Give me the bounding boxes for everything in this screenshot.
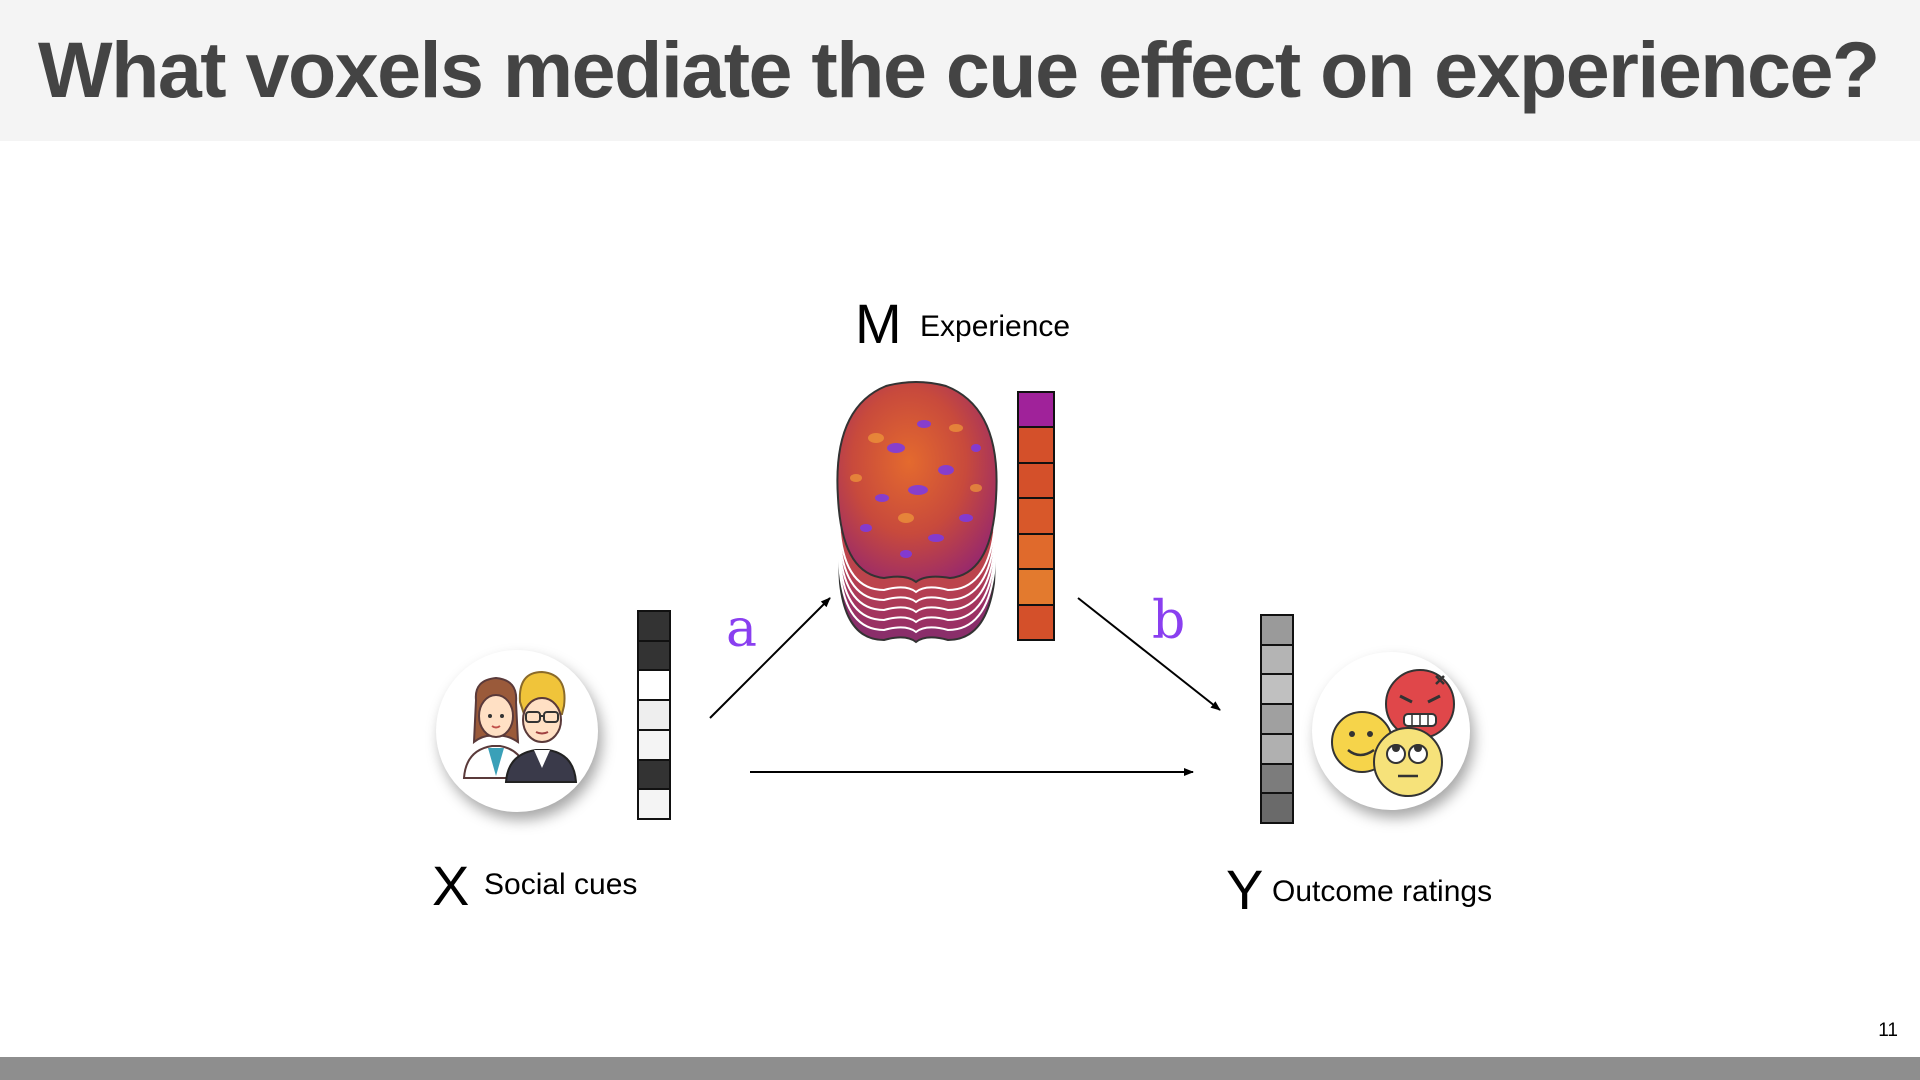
y-vector-cell — [1262, 764, 1292, 795]
y-vector — [1260, 614, 1294, 824]
x-letter: X — [432, 854, 470, 917]
brain-stack — [836, 381, 998, 644]
y-label: Outcome ratings — [1272, 875, 1493, 908]
path-a-label: a — [726, 599, 758, 659]
m-vector-cell — [1019, 463, 1053, 500]
slide-title: What voxels mediate the cue effect on ex… — [38, 25, 1880, 114]
x-label: Social cues — [484, 868, 638, 901]
x-vector-cell — [639, 671, 669, 702]
emoji-faces-icon — [1331, 669, 1455, 797]
y-vector-cell — [1262, 734, 1292, 765]
arrow-a — [709, 597, 831, 719]
y-vector-cell — [1262, 705, 1292, 735]
m-vector-cell — [1019, 534, 1053, 571]
title-bar: What voxels mediate the cue effect on ex… — [0, 0, 1920, 141]
y-vector-cell — [1262, 645, 1292, 676]
x-vector-cell — [639, 641, 669, 672]
brain-slices-icon — [836, 381, 998, 644]
x-vector-cell — [639, 790, 669, 819]
path-b-label: b — [1152, 591, 1186, 651]
y-vector-cell — [1262, 794, 1292, 823]
m-vector — [1017, 391, 1055, 641]
x-vector-cell — [639, 701, 669, 731]
y-letter: Y — [1226, 858, 1264, 921]
y-vector-cell — [1262, 675, 1292, 706]
footer-bar — [0, 1057, 1920, 1080]
y-circle — [1312, 652, 1470, 810]
m-vector-cell — [1019, 499, 1053, 535]
angry-face-icon — [1385, 669, 1455, 739]
m-label: Experience — [920, 310, 1071, 343]
m-vector-cell — [1019, 570, 1053, 606]
y-vector-cell — [1262, 616, 1292, 646]
page-number: 11 — [1878, 1020, 1898, 1041]
m-vector-cell — [1019, 428, 1053, 464]
m-vector-cell — [1019, 605, 1053, 639]
doctors-icon — [462, 670, 578, 783]
arrow-b — [1077, 597, 1221, 711]
m-letter: M — [855, 292, 902, 355]
eye-roll-face-icon — [1373, 727, 1443, 797]
x-circle — [436, 650, 598, 812]
x-vector-cell — [639, 760, 669, 791]
m-vector-cell — [1019, 393, 1053, 429]
x-vector-cell — [639, 730, 669, 761]
x-vector-cell — [639, 612, 669, 642]
x-vector — [637, 610, 671, 820]
